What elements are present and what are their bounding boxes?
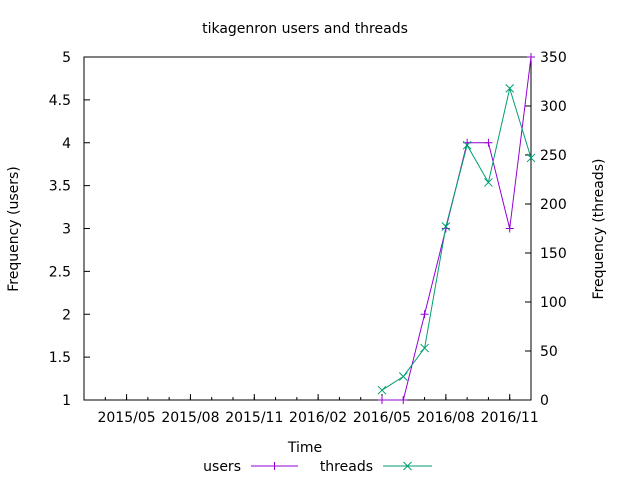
left-tick-label: 2.5 xyxy=(49,264,71,280)
left-axis-label: Frequency (users) xyxy=(6,166,22,292)
x-tick-label: 2015/08 xyxy=(161,410,219,426)
threads-point xyxy=(462,140,472,150)
left-tick-label: 3 xyxy=(62,222,71,238)
right-tick-label: 250 xyxy=(540,148,567,164)
threads-point xyxy=(377,385,387,395)
users-point xyxy=(378,396,386,404)
legend: users threads xyxy=(203,459,432,475)
left-tick-label: 5 xyxy=(62,50,71,66)
chart-title: tikagenron users and threads xyxy=(202,21,408,37)
right-tick-label: 300 xyxy=(540,99,567,115)
x-tick-label: 2016/05 xyxy=(353,410,411,426)
left-tick-label: 3.5 xyxy=(49,179,71,195)
right-tick-label: 100 xyxy=(540,295,567,311)
threads-point xyxy=(398,372,408,381)
plot-frame xyxy=(83,56,532,401)
series-layer xyxy=(377,53,536,404)
x-tick-label: 2015/11 xyxy=(225,410,283,426)
users-point xyxy=(420,310,429,319)
right-tick-label: 50 xyxy=(540,344,558,360)
threads-point xyxy=(505,84,515,93)
threads-line xyxy=(381,86,532,391)
right-tick-label: 150 xyxy=(540,246,567,262)
threads-point xyxy=(420,343,429,353)
x-tick-label: 2016/02 xyxy=(289,410,347,426)
left-tick-label: 1.5 xyxy=(49,350,71,366)
threads-point xyxy=(484,178,493,187)
threads-point xyxy=(526,153,536,163)
legend-label-threads: threads xyxy=(320,459,373,475)
left-tick-label: 1 xyxy=(62,393,71,409)
x-axis-ticks: 2015/05 2015/08 2015/11 2016/02 2016/05 2016/… xyxy=(97,394,539,426)
left-tick-label: 4 xyxy=(62,136,71,152)
legend-marker-threads xyxy=(403,461,412,471)
x-tick-label: 2015/05 xyxy=(97,410,155,426)
users-point xyxy=(484,138,493,147)
x-tick-label: 2016/11 xyxy=(481,410,539,426)
legend-label-users: users xyxy=(203,459,241,475)
right-tick-label: 200 xyxy=(540,197,567,213)
left-axis-ticks: 1 1.5 2 2.5 3 3.5 4 4.5 5 xyxy=(49,50,90,409)
users-point xyxy=(399,396,408,404)
left-tick-label: 2 xyxy=(62,307,71,323)
users-point xyxy=(527,53,535,61)
right-axis-label: Frequency (threads) xyxy=(591,159,607,300)
users-point xyxy=(505,224,514,233)
left-tick-label: 4.5 xyxy=(49,93,71,109)
x-axis-label: Time xyxy=(287,440,322,456)
right-axis-ticks: 0 50 100 150 200 250 300 350 xyxy=(525,50,567,409)
threads-point xyxy=(441,222,451,231)
right-tick-label: 350 xyxy=(540,50,567,66)
right-tick-label: 0 xyxy=(540,393,549,409)
x-tick-label: 2016/08 xyxy=(417,410,475,426)
legend-marker-users xyxy=(270,462,279,470)
